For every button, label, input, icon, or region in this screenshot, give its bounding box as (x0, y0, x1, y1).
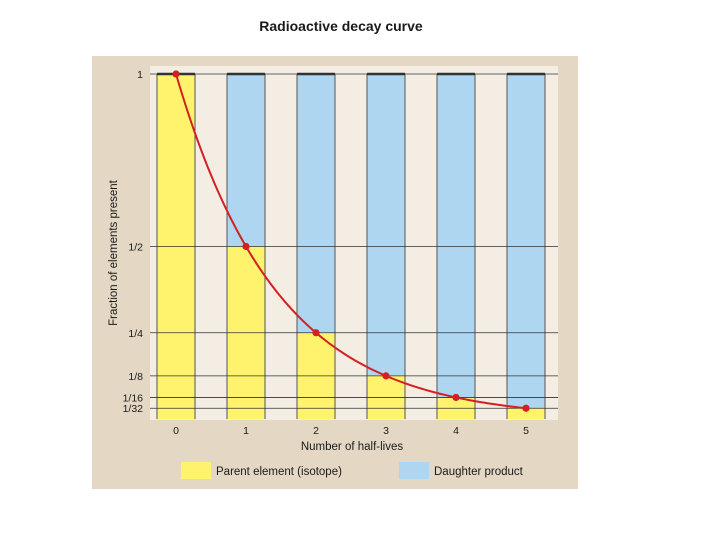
bar-daughter-3 (367, 74, 405, 376)
curve-point-2 (312, 329, 320, 337)
x-tick-3: 3 (383, 425, 389, 437)
y-tick-1-8: 1/8 (128, 371, 143, 383)
legend-swatch-daughter (399, 462, 429, 479)
bar-daughter-2 (297, 74, 335, 333)
y-tick-1: 1 (137, 69, 143, 81)
curve-points (172, 70, 530, 412)
bar-daughter-4 (437, 74, 475, 398)
bar-parent-5 (507, 408, 545, 419)
legend-swatch-parent (181, 462, 211, 479)
curve-point-4 (452, 393, 460, 402)
plot-area (150, 66, 558, 420)
x-tick-1: 1 (243, 425, 249, 437)
decay-curve (175, 73, 527, 410)
curve-point-5 (522, 404, 530, 412)
curve-point-1 (242, 242, 250, 251)
x-tick-4: 4 (453, 425, 459, 437)
x-axis-title: Number of half-lives (301, 441, 404, 453)
y-tick-1-16: 1/16 (123, 392, 144, 404)
y-axis-title: Fraction of elements present (108, 179, 120, 326)
chart-title: Radioactive decay curve (259, 18, 423, 34)
legend-label-parent: Parent element (isotope) (216, 466, 342, 478)
y-tick-1-4: 1/4 (128, 328, 143, 340)
x-tick-0: 0 (173, 425, 179, 437)
bar-daughter-5 (507, 74, 545, 409)
legend: Parent element (isotope) Daughter produc… (181, 462, 524, 479)
curve-point-3 (382, 372, 390, 380)
x-tick-5: 5 (523, 425, 529, 437)
curve-point-0 (172, 70, 180, 78)
y-tick-1-2: 1/2 (128, 242, 143, 254)
gridlines-group (150, 73, 558, 409)
y-tick-labels: 1 1/2 1/4 1/8 1/161/32 (123, 69, 144, 415)
y-tick-1-32: 1/32 (123, 403, 144, 415)
x-tick-2: 2 (313, 425, 319, 437)
bar-daughter-1 (227, 74, 265, 247)
legend-label-daughter: Daughter product (434, 466, 524, 478)
x-tick-labels: 0 1 2 3 4 5 (173, 425, 529, 437)
